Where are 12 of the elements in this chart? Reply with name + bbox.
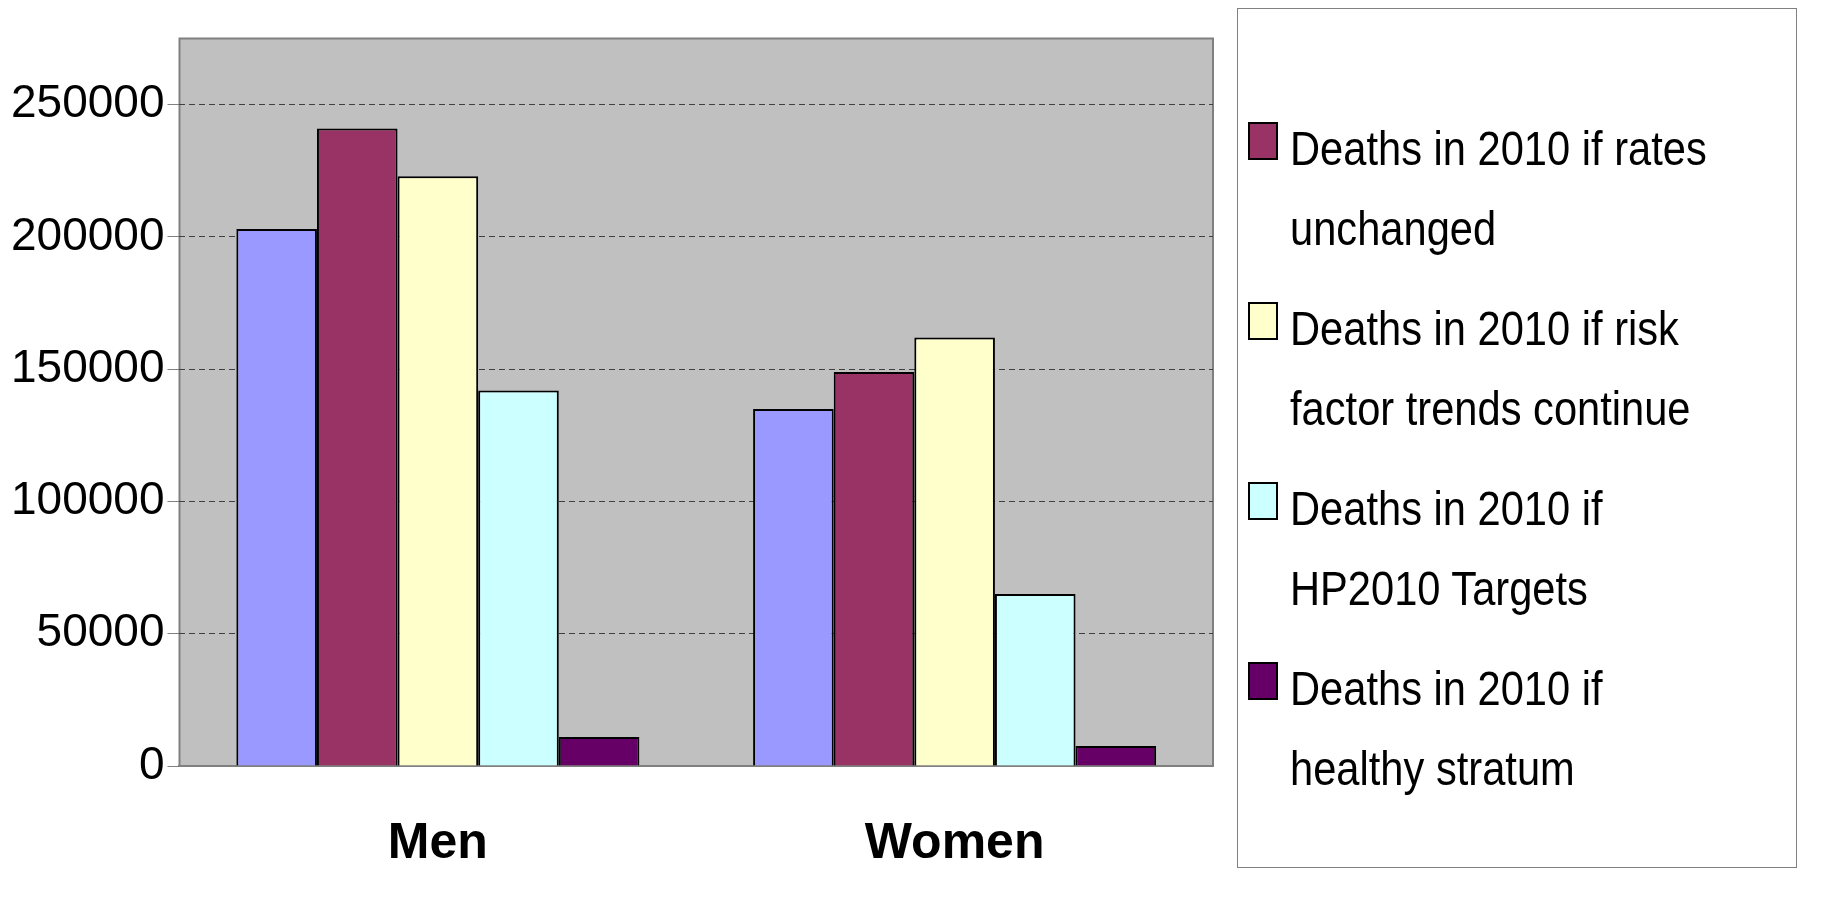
y-tick-label: 150000 <box>11 339 165 392</box>
y-tick-label: 200000 <box>11 207 165 260</box>
legend-label: Deaths in 2010 if HP2010 Targets <box>1290 480 1604 617</box>
y-tick-label: 0 <box>138 736 165 789</box>
legend-label: Deaths in 2010 if risk factor trends continue <box>1290 300 1692 437</box>
y-tick-label: 100000 <box>11 472 165 525</box>
y-tick-label: 50000 <box>36 604 165 657</box>
legend-label: Deaths in 2010 if rates unchanged <box>1290 120 1708 257</box>
x-tick-label: Men <box>387 812 488 869</box>
x-tick-label: Women <box>864 812 1045 869</box>
legend-label: Deaths in 2010 if healthy stratum <box>1290 660 1604 797</box>
y-tick-label: 250000 <box>11 75 165 128</box>
